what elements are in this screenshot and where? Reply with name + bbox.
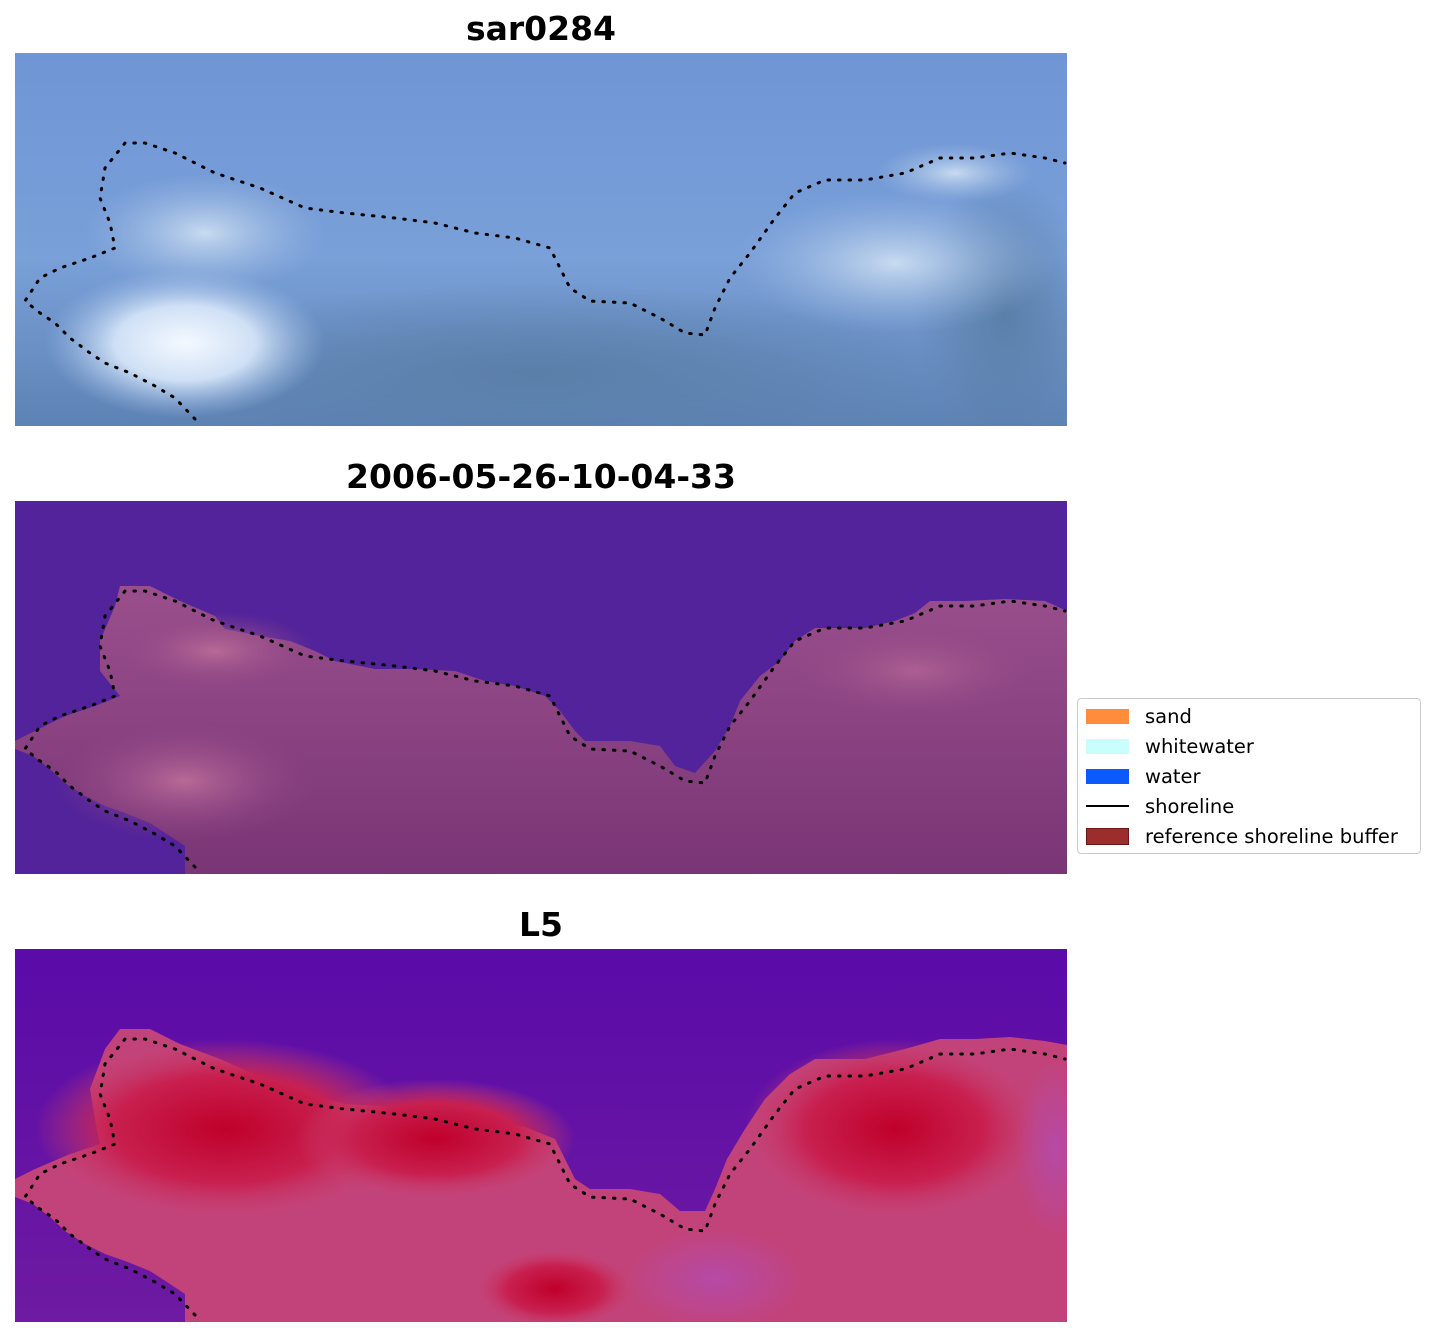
probability-image <box>15 949 1067 1322</box>
legend-label-reference-buffer: reference shoreline buffer <box>1145 824 1398 848</box>
rgb-image-panel <box>15 53 1067 426</box>
panel-title-satellite: L5 <box>519 905 563 944</box>
legend-line-shoreline <box>1086 805 1129 807</box>
probability-image-panel <box>15 949 1067 1322</box>
legend-swatch-sand <box>1086 708 1129 724</box>
legend-swatch-water <box>1086 768 1129 784</box>
legend-item-sand: sand <box>1086 701 1192 731</box>
rgb-satellite-image <box>15 53 1067 426</box>
legend-item-whitewater: whitewater <box>1086 731 1254 761</box>
legend-label-sand: sand <box>1145 704 1192 728</box>
panel-title-rgb: sar0284 <box>465 9 617 48</box>
legend-label-whitewater: whitewater <box>1145 734 1254 758</box>
shoreline-dotted-line <box>22 1037 1067 1317</box>
legend-swatch-reference-buffer <box>1086 827 1129 845</box>
legend-swatch-whitewater <box>1086 738 1129 754</box>
panel-title-classification: 2006-05-26-10-04-33 <box>346 457 736 496</box>
shoreline-dotted-line <box>22 141 1067 421</box>
legend-label-water: water <box>1145 764 1201 788</box>
classification-image <box>15 501 1067 874</box>
classification-image-panel <box>15 501 1067 874</box>
legend-item-reference-buffer: reference shoreline buffer <box>1086 821 1398 851</box>
legend-label-shoreline: shoreline <box>1145 794 1235 818</box>
shoreline-dotted-line <box>22 589 1067 869</box>
legend-item-shoreline: shoreline <box>1086 791 1234 821</box>
legend-item-water: water <box>1086 761 1201 791</box>
legend: sand whitewater water shoreline referenc… <box>1077 698 1421 854</box>
